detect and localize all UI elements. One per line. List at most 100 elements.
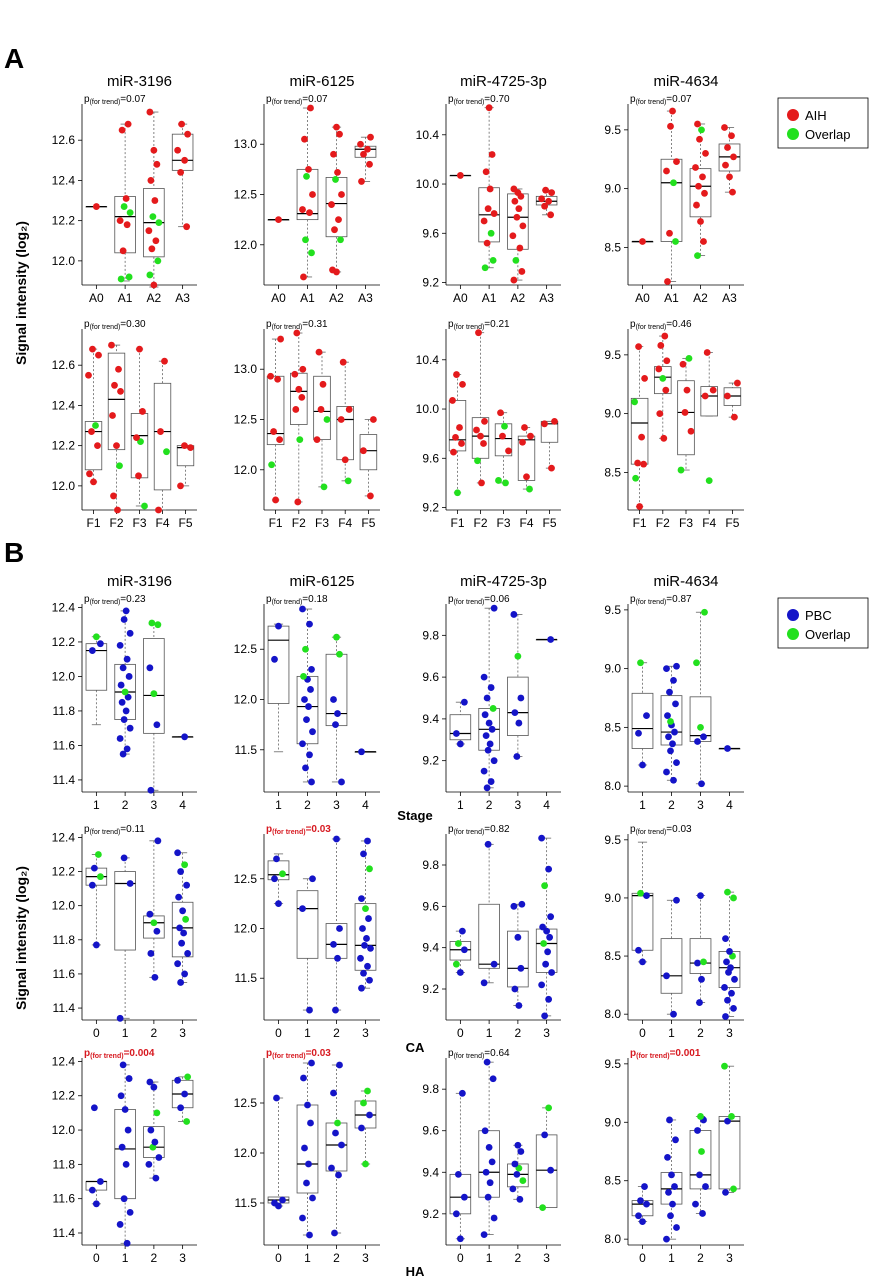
data-point-pbc [122, 1160, 130, 1168]
legend-b: PBC Overlap [777, 597, 869, 649]
iqr-box [114, 871, 136, 951]
y-tick-label: 9.8 [422, 858, 439, 872]
data-point-pbc [480, 1231, 488, 1239]
x-tick-label: 2 [151, 1251, 158, 1265]
y-tick-label: 12.0 [52, 899, 76, 913]
p-symbol: p [448, 594, 454, 605]
box-3 [535, 1107, 558, 1209]
boxplot-chart-16: p(for trend)=0.00411.411.611.812.012.212… [52, 1048, 197, 1265]
data-point-pbc [547, 636, 555, 643]
data-point-aih [336, 130, 343, 138]
data-point-pbc [544, 948, 552, 956]
data-point-aih [724, 144, 731, 151]
legend-a-overlap-label: Overlap [805, 127, 851, 142]
data-point-pbc [330, 941, 337, 948]
data-point-aih [108, 341, 115, 349]
boxplot-chart-2: miR-4725-3p p(for trend)=0.70 9.2 9.6 10.0 10… [416, 73, 561, 305]
box-A2 [689, 123, 712, 257]
y-tick-label: 8.0 [604, 779, 621, 793]
data-point-pbc [486, 740, 494, 748]
data-point-pbc [181, 970, 189, 978]
y-tick-label: 9.2 [422, 982, 439, 996]
x-tick-label: 0 [639, 1251, 646, 1265]
iqr-box [153, 382, 172, 491]
y-tick-label: 12.0 [234, 463, 258, 477]
data-point-aih [696, 135, 703, 143]
x-tick-label: A0 [271, 291, 286, 305]
data-point-aih [274, 375, 281, 383]
data-point-aih [328, 201, 335, 208]
data-point-aih [663, 167, 670, 175]
data-point-aih [339, 358, 347, 366]
data-point-pbc [721, 984, 728, 991]
data-point-overlap [366, 865, 373, 873]
data-point-overlap [153, 1109, 161, 1117]
data-point-aih [270, 428, 277, 435]
data-point-aih [117, 387, 124, 395]
iqr-box [535, 1134, 558, 1209]
x-tick-label: F2 [656, 516, 670, 530]
p-value: =0.64 [484, 1048, 510, 1059]
p-value: =0.03 [666, 824, 692, 835]
data-point-pbc [359, 925, 366, 932]
p-subscript: (for trend) [272, 829, 305, 836]
data-point-pbc [458, 927, 466, 935]
box-1 [267, 623, 290, 753]
data-point-pbc [692, 1200, 699, 1208]
y-tick-label: 8.0 [604, 1007, 621, 1021]
y-tick-label: 12.2 [52, 1089, 76, 1103]
y-tick-label: 12.5 [234, 413, 258, 427]
box-2 [325, 1064, 348, 1234]
data-point-pbc [184, 950, 192, 957]
data-point-pbc [545, 995, 553, 1003]
data-point-aih [358, 178, 365, 185]
data-point-pbc [669, 1200, 676, 1208]
p-value: =0.87 [666, 594, 692, 605]
legend-b-pbc-marker [787, 609, 799, 621]
data-point-pbc [452, 730, 460, 737]
y-tick-label: 9.5 [604, 348, 621, 362]
data-point-aih [515, 205, 523, 213]
row-label-ca: CA [406, 1040, 425, 1055]
data-point-aih [115, 365, 122, 373]
p-value: =0.03 [306, 824, 332, 835]
x-tick-label: 3 [543, 1026, 550, 1040]
y-tick-label: 12.4 [52, 830, 76, 844]
data-point-aih [731, 413, 738, 421]
p-subscript: (for trend) [636, 829, 667, 836]
data-point-overlap [721, 1062, 728, 1070]
data-point-overlap [705, 477, 713, 485]
data-point-pbc [481, 711, 489, 719]
data-point-aih [673, 158, 680, 165]
y-axis-label-b: Signal intensity (log₂) [13, 866, 29, 1010]
data-point-pbc [489, 1075, 497, 1083]
boxplot-chart-15: p(for trend)=0.03 8.0 8.5 9.0 9.5 0 1 2 3 [604, 824, 744, 1040]
iqr-box [267, 860, 290, 881]
data-point-pbc [335, 1171, 342, 1179]
data-point-aih [294, 498, 302, 506]
p-value: =0.004 [124, 1048, 155, 1059]
p-subscript: (for trend) [454, 324, 485, 331]
y-tick-label: 11.5 [235, 1196, 258, 1210]
data-point-pbc [302, 764, 309, 772]
data-point-aih [272, 496, 279, 504]
data-point-aih [153, 160, 161, 168]
box-A1 [114, 123, 136, 282]
data-point-aih [306, 209, 313, 217]
data-point-aih [292, 406, 300, 413]
data-point-pbc [460, 946, 468, 954]
y-tick-label: 9.0 [604, 662, 621, 676]
panel-letter-a: A [4, 43, 24, 74]
p-value: =0.18 [302, 594, 328, 605]
data-point-aih [480, 217, 488, 225]
box-A2 [325, 126, 348, 273]
y-tick-label: 12.0 [52, 669, 76, 683]
x-tick-label: F5 [361, 516, 375, 530]
data-point-aih [664, 278, 671, 285]
y-tick-label: 9.5 [604, 833, 621, 847]
data-point-pbc [365, 915, 372, 922]
data-point-pbc [511, 709, 519, 717]
p-value-label-b-r0-c0: p(for trend)=0.23 [84, 594, 146, 606]
data-point-pbc [336, 925, 343, 932]
data-point-pbc [275, 622, 282, 630]
